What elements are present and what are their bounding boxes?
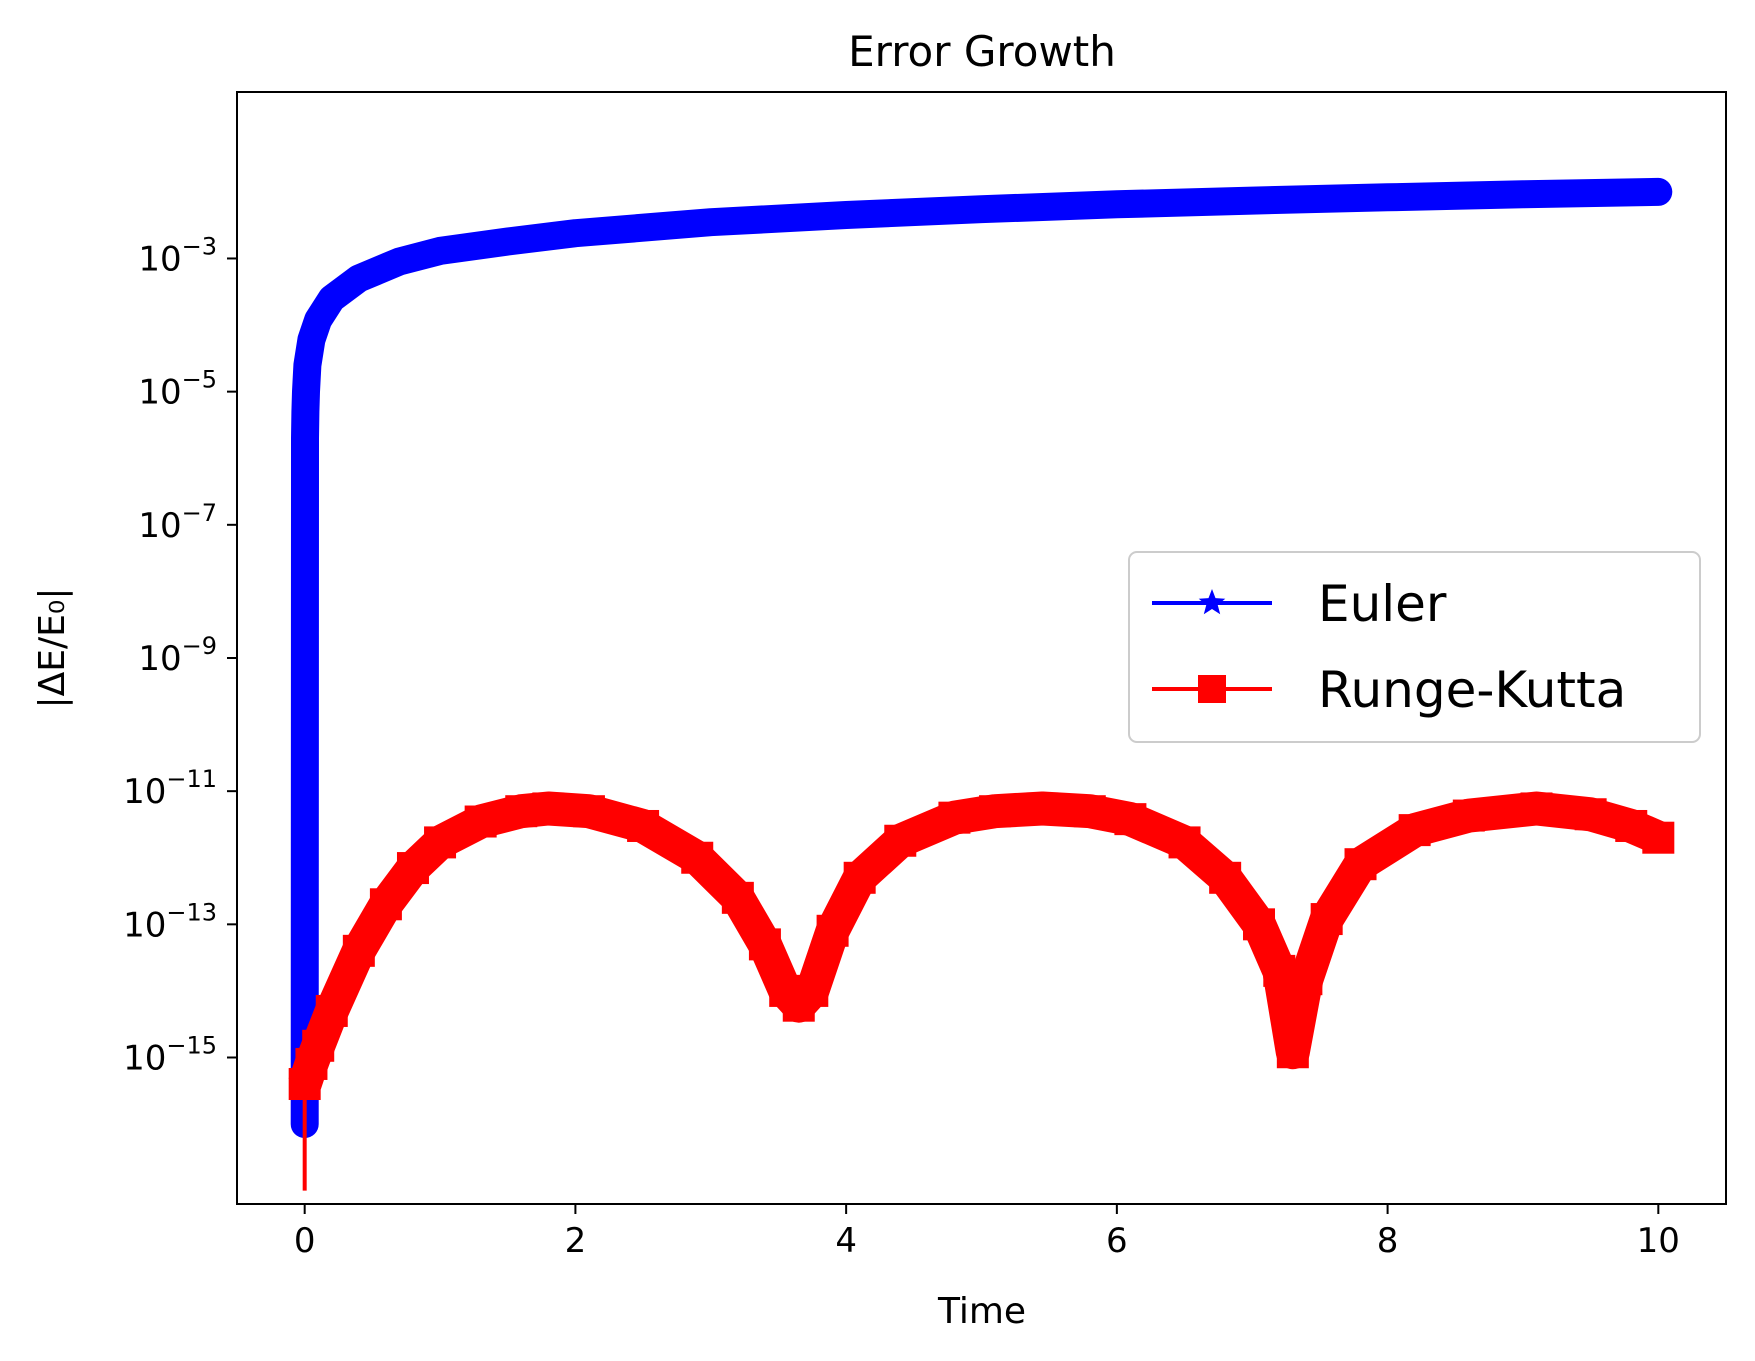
runge-kutta-point — [721, 881, 754, 914]
runge-kutta-point — [884, 824, 917, 857]
euler-point — [428, 238, 452, 261]
euler-point — [320, 286, 344, 309]
runge-kutta-point — [681, 841, 714, 874]
x-axis-label: Time — [937, 1291, 1026, 1332]
runge-kutta-point — [342, 934, 375, 967]
y-tick-label: 10−3 — [138, 232, 217, 279]
legend-euler-label: Euler — [1318, 575, 1447, 633]
legend-box — [1128, 551, 1701, 743]
x-tick-label: 4 — [835, 1221, 857, 1261]
runge-kutta-point — [1114, 803, 1147, 836]
runge-kutta-point — [1642, 821, 1675, 854]
euler-point — [293, 426, 317, 448]
euler-point — [834, 203, 858, 225]
y-tick-label: 10−13 — [123, 898, 217, 945]
runge-kutta-point — [1615, 809, 1648, 842]
runge-kutta-line — [288, 791, 1666, 1090]
y-tick-label: 10−7 — [138, 499, 217, 546]
runge-kutta-point — [796, 974, 829, 1007]
runge-kutta-point — [1520, 792, 1553, 825]
y-tick-label: 10−9 — [138, 632, 217, 679]
euler-point — [970, 197, 993, 219]
runge-kutta-point — [1344, 848, 1377, 881]
runge-kutta-point — [1073, 795, 1106, 828]
y-axis-label: |ΔE/E₀| — [32, 588, 73, 709]
runge-kutta-point — [1398, 814, 1431, 847]
euler-point — [699, 210, 723, 232]
runge-kutta-point — [572, 795, 605, 828]
euler-point — [1646, 179, 1670, 202]
runge-kutta-point — [1452, 799, 1485, 832]
runge-kutta-point — [424, 826, 457, 859]
runge-kutta-point — [505, 795, 538, 828]
x-tick-label: 10 — [1637, 1221, 1680, 1261]
runge-kutta-point — [1026, 792, 1059, 825]
euler-point — [296, 353, 319, 375]
legend-rk-square-marker — [1198, 675, 1226, 703]
euler-point — [1240, 188, 1264, 211]
x-tick-label: 0 — [294, 1221, 316, 1261]
runge-kutta-point — [816, 914, 849, 947]
runge-kutta-point — [1310, 903, 1343, 936]
y-tick-label: 10−5 — [138, 366, 217, 413]
euler-point — [1376, 185, 1399, 207]
euler-point — [1105, 192, 1129, 214]
x-axis-ticks: 0 2 4 6 8 10 — [294, 1204, 1680, 1261]
plot-area — [288, 177, 1675, 1191]
y-tick-label: 10−15 — [123, 1032, 217, 1079]
euler-point — [564, 221, 587, 243]
runge-kutta-point — [748, 928, 781, 961]
euler-point — [1511, 182, 1535, 204]
euler-point — [306, 307, 330, 330]
runge-kutta-point — [315, 994, 348, 1027]
runge-kutta-point — [627, 809, 660, 842]
plot-frame — [236, 91, 1727, 1205]
euler-point — [496, 229, 520, 252]
runge-kutta-point — [1209, 861, 1242, 894]
euler-point — [294, 379, 318, 402]
runge-kutta-point — [1168, 826, 1201, 859]
legend: Euler Runge-Kutta — [1128, 551, 1701, 743]
y-tick-label: 10−11 — [123, 765, 217, 812]
runge-kutta-point — [843, 861, 876, 894]
runge-kutta-point — [1290, 963, 1323, 996]
runge-kutta-point — [1276, 1036, 1309, 1069]
runge-kutta-point — [1242, 908, 1275, 941]
euler-point — [300, 327, 323, 350]
runge-kutta-point — [938, 801, 971, 834]
runge-kutta-point — [1574, 798, 1607, 831]
runge-kutta-point — [1263, 954, 1296, 987]
runge-kutta-point — [396, 852, 429, 885]
runge-kutta-point — [979, 795, 1012, 828]
euler-point — [347, 266, 371, 289]
runge-kutta-point — [464, 805, 497, 838]
x-tick-label: 8 — [1377, 1221, 1399, 1261]
euler-point — [388, 249, 411, 272]
y-axis-ticks: 10−15 10−13 10−11 10−9 10−7 10−5 10−3 — [123, 232, 237, 1079]
plot-content — [288, 177, 1675, 1191]
chart-title: Error Growth — [848, 27, 1116, 76]
x-tick-label: 6 — [1106, 1221, 1128, 1261]
runge-kutta-point — [369, 888, 402, 921]
legend-rk-label: Runge-Kutta — [1318, 661, 1626, 719]
euler-point — [293, 399, 317, 422]
runge-kutta-point — [532, 792, 565, 825]
runge-kutta-point — [302, 1029, 335, 1062]
legend-euler-star-marker — [1198, 589, 1226, 615]
x-tick-label: 2 — [565, 1221, 587, 1261]
